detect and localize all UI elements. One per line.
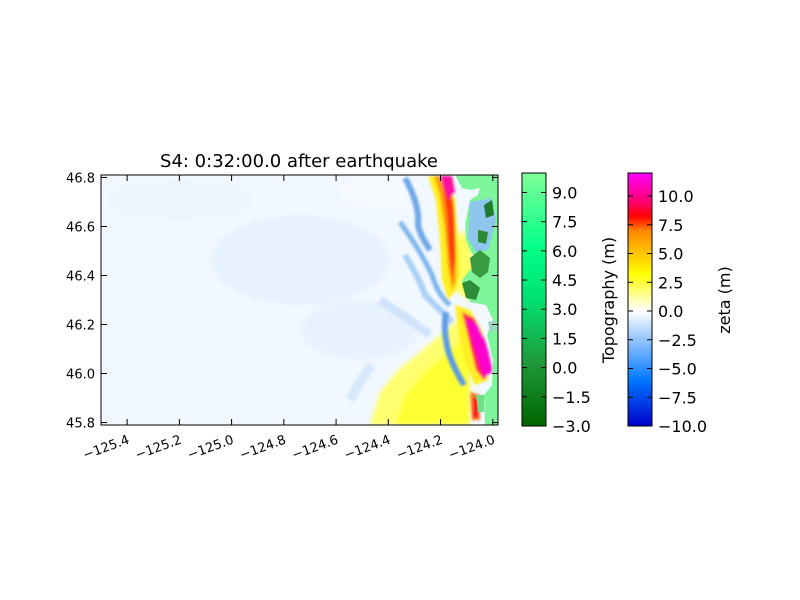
- y-tick-label: 46.0: [66, 368, 95, 383]
- y-tick-label: 46.4: [66, 269, 95, 284]
- y-tick-label: 45.8: [66, 417, 95, 432]
- x-tick-label: −124.0: [447, 433, 497, 464]
- colorbar-tick-label: −7.5: [658, 388, 697, 407]
- negative-zeta-bands: [345, 176, 467, 403]
- zeta-colorbar: 10.0 7.5 5.0 2.5 0.0 −2.5 −5.0 −7.5 −10.0 zeta (…: [627, 172, 734, 436]
- colorbar-tick-label: 7.5: [552, 213, 577, 232]
- x-tick-label: −125.0: [186, 433, 236, 464]
- y-tick-label: 46.6: [66, 220, 95, 235]
- chart-title: S4: 0:32:00.0 after earthquake: [160, 151, 438, 172]
- colorbar-tick-label: 2.5: [658, 273, 683, 292]
- heatmap-plot: [101, 175, 498, 425]
- coastal-crests: [428, 176, 460, 300]
- colorbar-tick-label: 9.0: [552, 183, 577, 202]
- y-tick-label: 46.2: [66, 319, 95, 334]
- colorbar-tick-label: 0.0: [658, 302, 683, 321]
- land-area: [455, 175, 498, 425]
- x-tick-label: −124.8: [238, 433, 288, 464]
- x-tick-label: −125.2: [133, 433, 183, 464]
- y-tick-label: 46.8: [66, 171, 95, 186]
- colorbar-tick-label: 6.0: [552, 242, 577, 261]
- colorbar-tick-label: 4.5: [552, 271, 577, 290]
- colorbar-tick-label: −2.5: [658, 331, 697, 350]
- topography-colorbar-ticks: 9.0 7.5 6.0 4.5 3.0 1.5 0.0 −1.5 −3.0: [522, 183, 591, 436]
- zeta-colorbar-fill: [627, 172, 653, 427]
- y-axis: 45.8 46.0 46.2 46.4 46.6 46.8: [66, 171, 498, 432]
- x-tick-label: −124.4: [342, 433, 392, 464]
- colorbar-tick-label: 1.5: [552, 329, 577, 348]
- colorbar-tick-label: −5.0: [658, 360, 697, 379]
- plot-frame: [100, 174, 499, 426]
- topography-colorbar-fill: [521, 172, 547, 427]
- colorbar-tick-label: −10.0: [658, 417, 707, 436]
- topography-colorbar-label: Topography (m): [599, 237, 618, 364]
- zeta-colorbar-label: zeta (m): [715, 266, 734, 333]
- colorbar-tick-label: −1.5: [552, 388, 591, 407]
- ocean-texture: [110, 175, 420, 360]
- colorbar-tick-label: 10.0: [658, 187, 694, 206]
- colorbar-tick-label: 3.0: [552, 300, 577, 319]
- zeta-colorbar-ticks: 10.0 7.5 5.0 2.5 0.0 −2.5 −5.0 −7.5 −10.0: [628, 187, 707, 436]
- x-tick-label: −124.6: [290, 433, 340, 464]
- southern-crest: [455, 305, 492, 420]
- colorbar-tick-label: 5.0: [658, 245, 683, 264]
- colorbar-tick-label: −3.0: [552, 417, 591, 436]
- topography-colorbar: 9.0 7.5 6.0 4.5 3.0 1.5 0.0 −1.5 −3.0 Topography…: [521, 172, 618, 436]
- x-tick-label: −125.4: [81, 433, 131, 464]
- x-tick-label: −124.2: [395, 433, 445, 464]
- colorbar-tick-label: 7.5: [658, 216, 683, 235]
- colorbar-tick-label: 0.0: [552, 359, 577, 378]
